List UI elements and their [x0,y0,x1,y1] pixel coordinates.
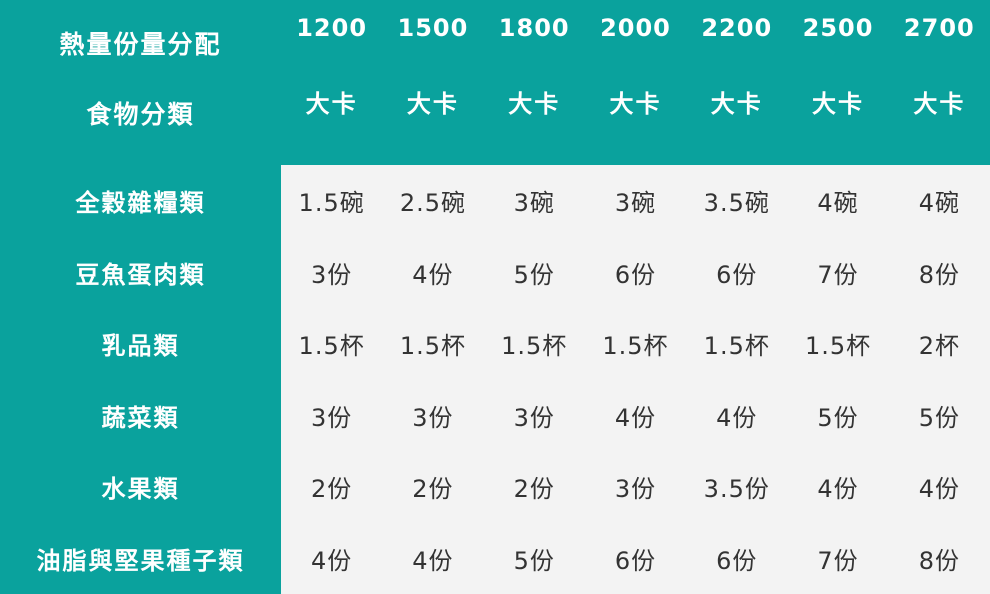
table-cell: 3碗 [513,189,555,218]
table-cell: 6份 [716,546,758,575]
column-calories: 2000 [600,14,671,42]
column-unit: 大卡 [305,90,358,118]
column-header-1500: 1500 大卡 [382,0,483,165]
row-label-oils-nuts: 油脂與堅果種子類 [36,546,245,575]
row-label-fruits: 水果類 [101,475,180,504]
table-cell: 2份 [311,475,353,504]
column-unit: 大卡 [609,90,662,118]
table-cell: 4份 [817,475,859,504]
table-row-vegetables: 3份 3份 3份 4份 4份 5份 5份 [281,380,990,452]
row-label-vegetables: 蔬菜類 [101,403,180,432]
table-cell: 2杯 [918,332,960,361]
column-calories: 2700 [903,14,975,42]
table-row-dairy: 1.5杯 1.5杯 1.5杯 1.5杯 1.5杯 1.5杯 2杯 [281,308,990,380]
column-calories: 2500 [802,14,874,42]
table-cell: 3份 [614,475,657,504]
column-calories: 2200 [701,14,773,42]
table-cell: 7份 [817,260,859,289]
table-cell: 8份 [918,260,960,289]
row-label-grains: 全穀雜糧類 [75,189,206,218]
table-cell: 1.5杯 [399,332,466,361]
table-cell: 4份 [412,546,454,575]
table-cell: 4份 [918,475,960,504]
table-cell: 4份 [311,546,353,575]
table-cell: 5份 [918,403,960,432]
table-cell: 2.5碗 [399,189,466,218]
column-calories: 1200 [296,14,368,42]
portion-grid: 1.5碗 2.5碗 3碗 3碗 3.5碗 4碗 4碗 3份 4份 5份 6份 6… [281,165,990,594]
table-corner-header: 熱量份量分配 食物分類 [0,0,281,165]
table-cell: 3.5碗 [703,189,770,218]
table-cell: 2份 [412,475,454,504]
table-cell: 5份 [513,546,555,575]
table-cell: 1.5杯 [703,332,770,361]
table-cell: 4碗 [817,189,859,218]
table-cell: 3碗 [614,189,657,218]
row-label-dairy: 乳品類 [101,332,180,361]
column-unit: 大卡 [406,90,459,118]
row-label-protein: 豆魚蛋肉類 [75,260,206,289]
column-header-2500: 2500 大卡 [787,0,888,165]
column-calories: 1500 [397,14,469,42]
food-category-heading: 食物分類 [86,100,195,129]
table-cell: 3.5份 [703,475,770,504]
table-cell: 3份 [412,403,454,432]
table-cell: 6份 [716,260,758,289]
column-unit: 大卡 [812,90,865,118]
food-category-column: 全穀雜糧類 豆魚蛋肉類 乳品類 蔬菜類 水果類 油脂與堅果種子類 [0,165,281,594]
table-cell: 5份 [513,260,555,289]
table-cell: 2份 [513,475,555,504]
table-row-protein: 3份 4份 5份 6份 6份 7份 8份 [281,237,990,309]
table-cell: 4份 [716,403,758,432]
column-header-2000: 2000 大卡 [585,0,686,165]
column-calories: 1800 [498,14,570,42]
table-cell: 6份 [614,546,657,575]
table-cell: 7份 [817,546,859,575]
calorie-allocation-heading: 熱量份量分配 [59,30,222,59]
column-unit: 大卡 [508,90,561,118]
column-header-1200: 1200 大卡 [281,0,382,165]
table-row-fruits: 2份 2份 2份 3份 3.5份 4份 4份 [281,451,990,523]
calorie-header-row: 1200 大卡 1500 大卡 1800 大卡 2000 大卡 2200 大卡 … [281,0,990,165]
table-cell: 4份 [614,403,657,432]
column-header-2700: 2700 大卡 [889,0,990,165]
column-unit: 大卡 [710,90,763,118]
table-cell: 3份 [311,260,353,289]
column-header-2200: 2200 大卡 [686,0,787,165]
table-row-grains: 1.5碗 2.5碗 3碗 3碗 3.5碗 4碗 4碗 [281,165,990,237]
table-cell: 1.5杯 [602,332,669,361]
table-cell: 1.5碗 [298,189,365,218]
table-cell: 4份 [412,260,454,289]
table-cell: 3份 [513,403,555,432]
table-cell: 5份 [817,403,859,432]
table-cell: 8份 [918,546,960,575]
table-cell: 1.5杯 [298,332,365,361]
table-cell: 1.5杯 [804,332,872,361]
table-cell: 1.5杯 [501,332,568,361]
column-header-1800: 1800 大卡 [484,0,585,165]
table-row-oils-nuts: 4份 4份 5份 6份 6份 7份 8份 [281,523,990,594]
table-cell: 3份 [311,403,353,432]
table-cell: 4碗 [918,189,960,218]
table-cell: 6份 [614,260,657,289]
column-unit: 大卡 [913,90,966,118]
